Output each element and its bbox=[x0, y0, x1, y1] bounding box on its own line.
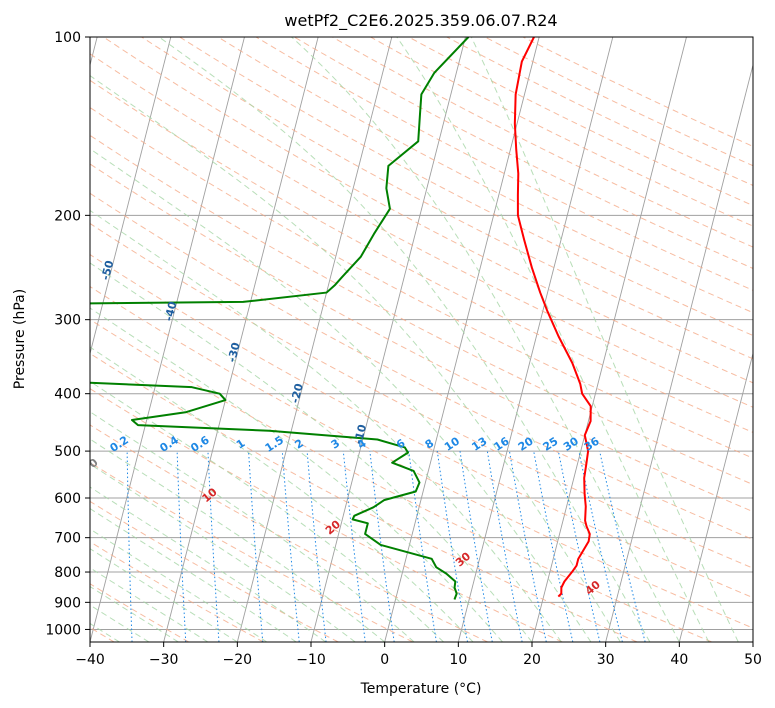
moist-adiabat-line bbox=[90, 380, 444, 642]
y-tick-label: 1000 bbox=[45, 622, 81, 638]
y-tick-label: 200 bbox=[54, 208, 81, 224]
y-tick-label: 400 bbox=[54, 387, 81, 403]
isotherm-line bbox=[163, 37, 319, 642]
mixing-ratio-line bbox=[369, 451, 395, 642]
temperature-profile-line bbox=[513, 37, 592, 598]
y-tick-label: 700 bbox=[54, 531, 81, 547]
isotherm-line bbox=[90, 37, 245, 642]
moist-adiabat-line bbox=[90, 486, 327, 642]
moist-adiabat-line bbox=[90, 262, 533, 642]
moist-adiabat-line bbox=[396, 37, 710, 642]
y-tick-label: 800 bbox=[54, 565, 81, 581]
y-tick-label: 100 bbox=[54, 30, 81, 46]
dry-adiabat-label: 0 bbox=[86, 456, 100, 471]
isotherm-label: -40 bbox=[162, 300, 180, 323]
moist-adiabat-line bbox=[90, 507, 297, 642]
y-tick-label: 900 bbox=[54, 595, 81, 611]
isotherm-line bbox=[236, 37, 393, 642]
mixing-ratio-line bbox=[342, 451, 366, 642]
mixing-ratio-line bbox=[578, 450, 623, 642]
y-tick-label: 600 bbox=[54, 491, 81, 507]
isotherm-label: -50 bbox=[99, 259, 117, 282]
moist-adiabat-line bbox=[90, 411, 415, 642]
isotherm-label: -10 bbox=[352, 423, 370, 446]
x-tick-label: 50 bbox=[744, 652, 762, 668]
mixing-ratio-line bbox=[408, 451, 437, 642]
mixing-ratio-line bbox=[486, 451, 523, 642]
moist-adiabats bbox=[90, 37, 739, 642]
isotherm-label: -30 bbox=[225, 341, 243, 364]
isotherm-line bbox=[457, 37, 614, 642]
x-tick-label: −40 bbox=[75, 652, 105, 668]
isotherm-line bbox=[678, 351, 753, 642]
mixing-ratio-line bbox=[557, 451, 601, 642]
dry-adiabat-line bbox=[90, 285, 753, 629]
dry-adiabat-line bbox=[90, 192, 753, 541]
mixing-ratio-line bbox=[306, 451, 327, 642]
dry-adiabat-line bbox=[90, 106, 753, 459]
x-tick-label: −30 bbox=[149, 652, 179, 668]
dry-adiabats bbox=[90, 37, 753, 642]
plot-frame bbox=[89, 36, 754, 643]
x-axis-title: Temperature (°C) bbox=[360, 681, 482, 697]
isotherm-line bbox=[605, 63, 753, 642]
x-tick-label: −10 bbox=[296, 652, 326, 668]
x-tick-label: 30 bbox=[597, 652, 615, 668]
moist-adiabat-line bbox=[90, 438, 385, 642]
isotherm-line bbox=[90, 37, 172, 356]
y-axis-title: Pressure (hPa) bbox=[12, 289, 28, 389]
y-tick-label: 300 bbox=[54, 313, 81, 329]
x-tick-label: 10 bbox=[449, 652, 467, 668]
mixing-ratio-line bbox=[436, 451, 469, 642]
dry-adiabat-line bbox=[90, 318, 712, 642]
moist-adiabat-line bbox=[158, 37, 651, 642]
mixing-ratio-line bbox=[533, 451, 574, 642]
dry-adiabat-line bbox=[90, 134, 753, 486]
moist-adiabat-line bbox=[90, 148, 592, 642]
mixing-ratio-line bbox=[599, 450, 646, 642]
dry-adiabat-line bbox=[90, 79, 753, 433]
mixing-ratio-lines bbox=[126, 450, 646, 642]
x-tick-label: 0 bbox=[380, 652, 389, 668]
x-tick-label: −20 bbox=[223, 652, 253, 668]
isotherm-line bbox=[531, 37, 687, 642]
x-tick-label: 20 bbox=[523, 652, 541, 668]
y-tick-label: 500 bbox=[54, 444, 81, 460]
moist-adiabat-line bbox=[470, 37, 739, 642]
dry-adiabat-line bbox=[90, 253, 753, 599]
isotherm-label: -20 bbox=[288, 382, 306, 405]
dewpoint-profile-line bbox=[90, 37, 470, 600]
profile-series bbox=[90, 37, 592, 600]
plot-area: -100-90-80-70-60-50-40-30-20-100.10.20.4… bbox=[86, 37, 753, 642]
chart-title: wetPf2_C2E6.2025.359.06.07.R24 bbox=[284, 11, 557, 31]
dry-adiabat-line bbox=[90, 163, 753, 513]
isotherm-grid bbox=[90, 37, 753, 642]
isotherm-line bbox=[384, 37, 540, 642]
x-tick-label: 40 bbox=[670, 652, 688, 668]
axes: −40 −30 −20 −10 0 10 20 30 40 50 100 200 300 400 500 60… bbox=[45, 30, 762, 668]
moist-adiabat-line bbox=[291, 37, 680, 642]
dry-adiabat-line bbox=[90, 461, 414, 642]
mixing-ratio-line bbox=[508, 451, 547, 642]
mixing-ratio-line bbox=[459, 451, 493, 642]
dry-adiabat-line bbox=[90, 222, 753, 569]
